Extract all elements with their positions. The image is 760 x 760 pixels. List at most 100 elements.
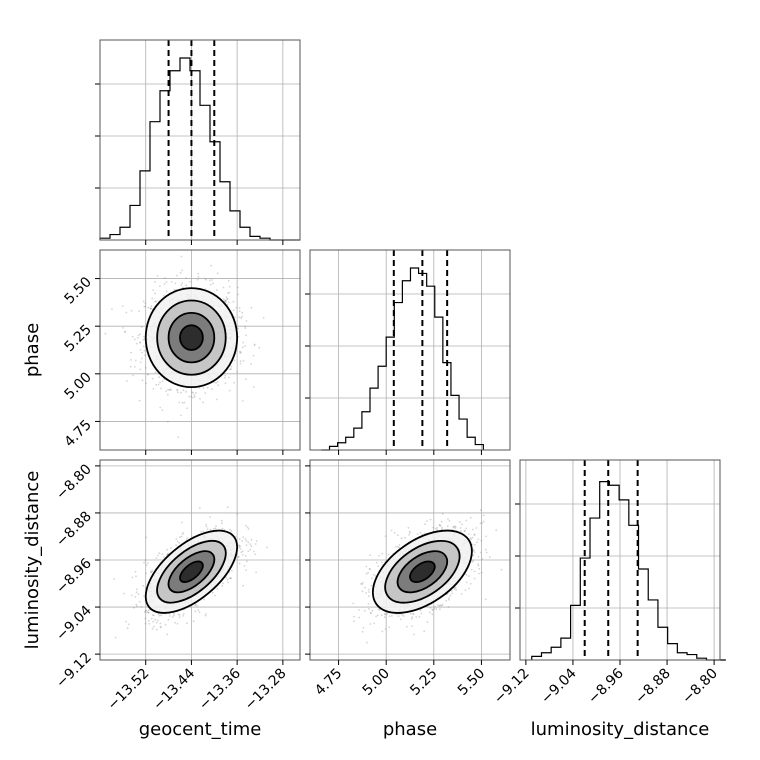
scatter-point	[383, 613, 386, 615]
scatter-point	[210, 264, 213, 267]
histogram-panel-phase	[305, 249, 511, 455]
scatter-point	[162, 294, 165, 297]
scatter-point	[240, 551, 243, 554]
scatter-point	[154, 618, 157, 621]
joint-panel-phase-luminosity_distance: 4.75 5.00 5.25 5.50	[305, 459, 511, 699]
scatter-point	[238, 316, 241, 319]
scatter-point	[433, 607, 436, 610]
scatter-point	[400, 618, 402, 621]
scatter-point	[177, 613, 180, 616]
scatter-point	[139, 349, 142, 351]
scatter-point	[179, 536, 181, 538]
scatter-point	[253, 344, 256, 347]
scatter-point	[217, 384, 220, 387]
scatter-point	[193, 395, 196, 398]
scatter-point	[216, 289, 218, 292]
scatter-point	[465, 527, 468, 530]
scatter-point	[362, 626, 365, 629]
scatter-point	[369, 612, 372, 614]
scatter-point	[360, 583, 362, 585]
scatter-point	[182, 286, 184, 289]
scatter-point	[247, 541, 250, 544]
scatter-point	[445, 599, 448, 602]
scatter-point	[163, 556, 165, 558]
scatter-point	[472, 548, 475, 551]
scatter-point	[390, 529, 393, 532]
scatter-point	[141, 351, 144, 354]
scatter-point	[473, 533, 476, 536]
scatter-point	[441, 604, 443, 607]
scatter-point	[452, 525, 455, 528]
scatter-point	[262, 317, 265, 319]
scatter-point	[152, 388, 155, 390]
scatter-point	[439, 608, 441, 611]
scatter-point	[244, 554, 247, 557]
scatter-point	[237, 556, 240, 558]
scatter-point	[464, 589, 467, 591]
scatter-point	[436, 529, 439, 531]
scatter-point	[189, 280, 192, 283]
scatter-point	[144, 366, 147, 369]
scatter-point	[147, 611, 150, 614]
scatter-point	[465, 581, 468, 584]
scatter-point	[454, 586, 457, 589]
scatter-point	[140, 357, 143, 360]
scatter-point	[144, 610, 147, 613]
scatter-point	[121, 305, 124, 307]
scatter-point	[171, 616, 174, 618]
scatter-point	[363, 609, 366, 612]
scatter-point	[195, 392, 197, 394]
scatter-point	[244, 325, 246, 328]
scatter-point	[459, 521, 461, 524]
scatter-point	[469, 516, 472, 519]
scatter-point	[215, 398, 218, 401]
scatter-point	[361, 582, 364, 584]
scatter-point	[226, 578, 229, 581]
scatter-point	[206, 528, 209, 530]
scatter-point	[156, 628, 158, 631]
scatter-point	[368, 607, 370, 610]
contour-level-0.5	[179, 560, 204, 583]
scatter-point	[149, 571, 152, 573]
scatter-point	[249, 543, 252, 546]
y-tick-label-luminosity_distance: −9.12	[53, 650, 95, 692]
scatter-point	[212, 282, 215, 285]
scatter-point	[463, 529, 466, 532]
scatter-point	[238, 544, 241, 547]
scatter-point	[386, 613, 389, 615]
scatter-point	[132, 374, 135, 377]
scatter-point	[401, 613, 404, 616]
scatter-point	[472, 550, 475, 552]
scatter-point	[144, 354, 146, 357]
scatter-point	[222, 286, 225, 289]
scatter-point	[224, 377, 226, 379]
scatter-point	[439, 524, 441, 526]
scatter-point	[470, 568, 473, 571]
scatter-point	[477, 555, 480, 558]
scatter-point	[428, 611, 431, 614]
scatter-point	[211, 591, 214, 594]
scatter-point	[182, 614, 185, 617]
xlabel-phase: phase	[383, 719, 437, 740]
scatter-point	[397, 615, 400, 617]
scatter-point	[150, 617, 153, 620]
scatter-point	[245, 569, 248, 571]
scatter-point	[194, 604, 197, 607]
scatter-point	[472, 554, 475, 557]
scatter-point	[145, 572, 147, 575]
scatter-point	[484, 598, 487, 601]
scatter-point	[160, 387, 162, 390]
scatter-point	[143, 595, 145, 597]
scatter-point	[186, 622, 188, 625]
scatter-point	[246, 526, 249, 528]
scatter-point	[138, 399, 141, 402]
scatter-point	[477, 564, 480, 567]
scatter-point	[144, 302, 147, 305]
scatter-point	[454, 526, 457, 528]
scatter-point	[151, 570, 153, 573]
scatter-point	[154, 292, 157, 295]
scatter-point	[177, 436, 180, 439]
scatter-point	[460, 530, 462, 532]
scatter-point	[384, 628, 387, 630]
